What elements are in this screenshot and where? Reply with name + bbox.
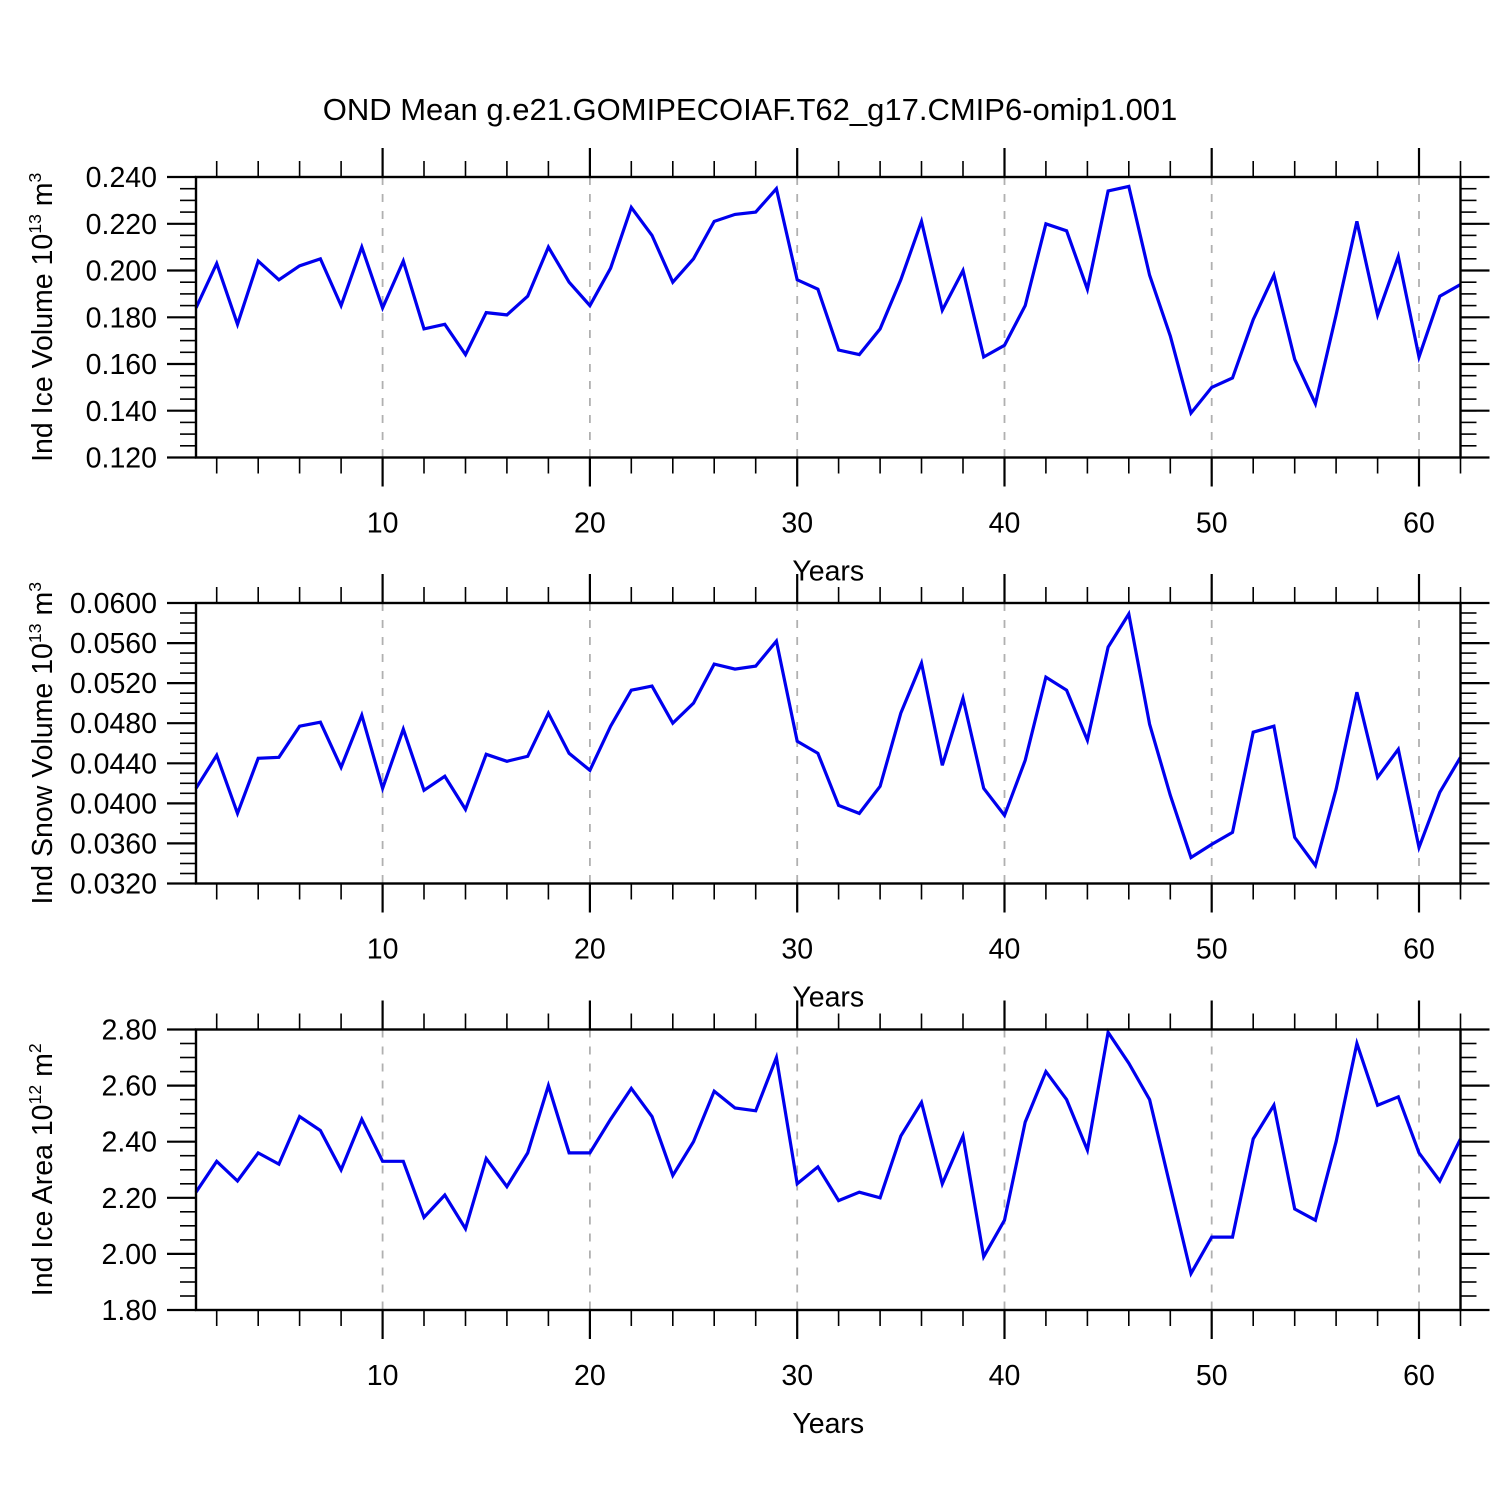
chart-title: OND Mean g.e21.GOMIPECOIAF.T62_g17.CMIP6… <box>322 92 1178 127</box>
y-axis-title: Ind Ice Volume 1013 m3 <box>25 172 59 461</box>
panel-1-series-line <box>194 184 1462 417</box>
y-tick-label: 0.160 <box>86 349 157 381</box>
y-tick-label: 0.0480 <box>70 708 157 740</box>
x-tick-label: 30 <box>781 508 813 540</box>
plot-frame <box>194 1028 1462 1312</box>
x-tick-label: 60 <box>1403 934 1435 966</box>
y-axis-title: Ind Ice Area 1012 m2 <box>25 1043 59 1296</box>
plot-frame <box>194 601 1462 885</box>
x-tick-label: 20 <box>574 934 606 966</box>
x-tick-label: 30 <box>781 934 813 966</box>
y-tick-label: 0.120 <box>86 443 157 475</box>
y-tick-label: 2.00 <box>102 1239 157 1271</box>
y-tick-label: 2.80 <box>102 1015 157 1047</box>
y-axis-title: Ind Snow Volume 1013 m3 <box>25 582 59 905</box>
y-tick-label: 2.20 <box>102 1183 157 1215</box>
x-tick-label: 60 <box>1403 1360 1435 1392</box>
x-tick-label: 40 <box>989 1360 1021 1392</box>
x-tick-label: 10 <box>367 508 399 540</box>
y-tick-label: 0.0560 <box>70 628 157 660</box>
panel-3-series-line <box>194 1028 1462 1278</box>
y-tick-label: 0.200 <box>86 256 157 288</box>
y-tick-label: 0.0600 <box>70 588 157 620</box>
y-tick-label: 0.140 <box>86 396 157 428</box>
x-axis-title: Years <box>792 556 864 588</box>
y-tick-label: 0.0400 <box>70 788 157 820</box>
y-tick-label: 0.180 <box>86 302 157 334</box>
x-axis-title: Years <box>792 982 864 1014</box>
x-tick-label: 20 <box>574 1360 606 1392</box>
x-tick-label: 40 <box>989 508 1021 540</box>
x-axis-title: Years <box>792 1408 864 1440</box>
x-tick-label: 10 <box>367 934 399 966</box>
x-tick-label: 50 <box>1196 1360 1228 1392</box>
y-tick-label: 0.0360 <box>70 828 157 860</box>
y-tick-label: 0.0320 <box>70 869 157 901</box>
x-tick-label: 30 <box>781 1360 813 1392</box>
panel-2-series-line <box>194 609 1462 870</box>
x-tick-label: 40 <box>989 934 1021 966</box>
y-tick-label: 0.0520 <box>70 668 157 700</box>
y-tick-label: 2.60 <box>102 1071 157 1103</box>
y-tick-label: 0.240 <box>86 162 157 194</box>
y-tick-label: 0.0440 <box>70 748 157 780</box>
panel-1: 0.120 0.140 0.160 0.180 0.200 0.220 0.240 10 20 3… <box>25 148 1490 588</box>
x-tick-label: 10 <box>367 1360 399 1392</box>
x-tick-label: 50 <box>1196 934 1228 966</box>
y-tick-label: 2.40 <box>102 1127 157 1159</box>
y-tick-label: 0.220 <box>86 209 157 241</box>
y-tick-label: 1.80 <box>102 1295 157 1327</box>
x-tick-label: 20 <box>574 508 606 540</box>
x-tick-label: 60 <box>1403 508 1435 540</box>
panel-3: 1.80 2.00 2.20 2.40 2.60 2.80 10 20 30 40 50 60 Year… <box>25 1000 1490 1440</box>
panel-2: 0.0320 0.0360 0.0400 0.0440 0.0480 0.0520 0.05… <box>25 574 1490 1014</box>
x-tick-label: 50 <box>1196 508 1228 540</box>
